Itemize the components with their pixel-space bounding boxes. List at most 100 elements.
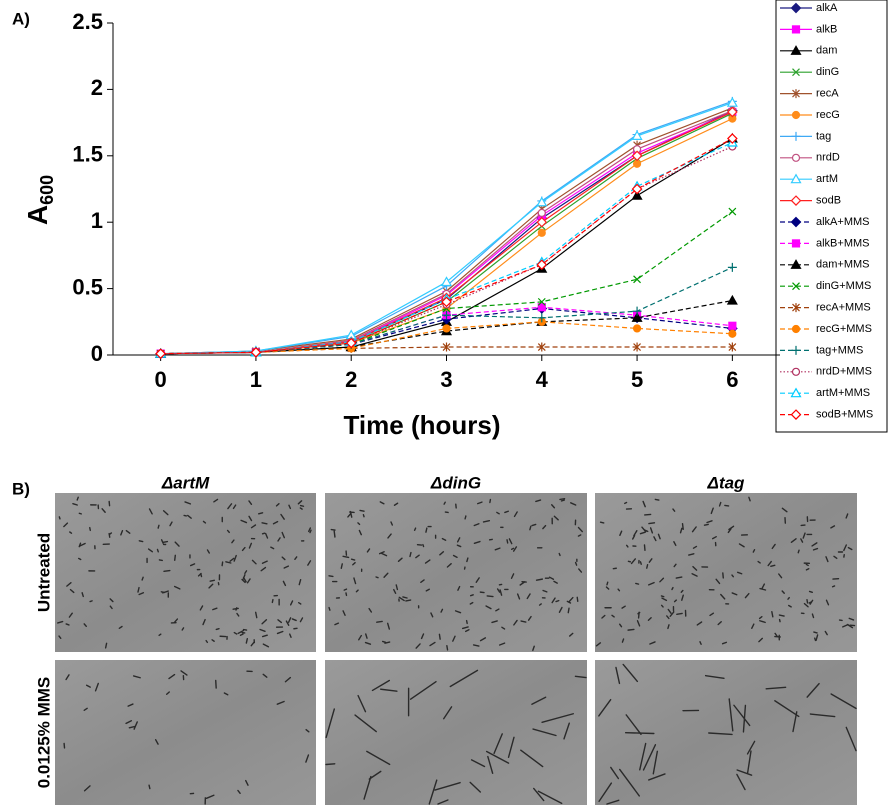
cell — [647, 581, 655, 586]
cell — [165, 691, 170, 695]
cell — [744, 592, 750, 599]
cell — [226, 529, 230, 534]
marker — [728, 321, 737, 330]
marker — [536, 196, 548, 207]
legend-label: nrdD — [816, 152, 840, 164]
cell — [371, 679, 391, 692]
cell — [104, 642, 108, 649]
cell — [299, 617, 304, 623]
cell — [359, 509, 365, 512]
cell — [133, 721, 138, 730]
cell — [288, 504, 292, 510]
cell — [181, 627, 185, 631]
cell — [275, 503, 280, 507]
cell — [342, 555, 350, 559]
cell — [692, 545, 698, 549]
cell — [437, 799, 449, 805]
cell — [393, 588, 397, 594]
cell — [229, 557, 235, 562]
cell — [667, 608, 672, 614]
cell — [809, 713, 836, 718]
cell — [692, 565, 698, 571]
cell — [305, 754, 310, 763]
cell — [424, 559, 431, 564]
cell — [202, 520, 207, 524]
cell — [58, 516, 61, 520]
cell — [354, 714, 377, 733]
cell — [680, 589, 684, 593]
y-tick-label: 2 — [91, 75, 103, 100]
micrograph — [55, 660, 316, 805]
cell — [537, 790, 563, 805]
marker — [728, 207, 737, 216]
cell — [721, 641, 728, 645]
panel-label: B) — [12, 479, 30, 498]
micrograph — [325, 660, 587, 805]
marker — [790, 2, 802, 14]
cell — [108, 532, 111, 538]
cell — [422, 543, 425, 548]
cell — [206, 549, 210, 554]
cell — [409, 551, 412, 558]
cell — [548, 576, 555, 580]
cell — [833, 555, 838, 560]
marker — [727, 133, 738, 144]
cell — [65, 674, 70, 681]
cell — [475, 577, 480, 583]
cell — [464, 629, 470, 633]
cell — [291, 618, 297, 622]
cell — [162, 510, 169, 516]
cell — [425, 588, 430, 592]
cell — [362, 513, 365, 518]
cell — [469, 601, 474, 605]
cell — [759, 587, 767, 591]
cell — [284, 676, 292, 683]
cell — [482, 519, 491, 523]
cell — [349, 510, 353, 518]
panel-label: A) — [12, 9, 30, 28]
cell — [148, 508, 153, 515]
cell — [487, 755, 494, 774]
cell — [805, 563, 809, 567]
cell — [76, 496, 79, 501]
cell — [245, 779, 249, 786]
y-tick-label: 0 — [91, 341, 103, 366]
cell — [233, 554, 237, 562]
cell — [85, 684, 91, 688]
cell — [128, 725, 136, 729]
cell — [197, 572, 202, 577]
cell — [260, 566, 267, 572]
micrograph — [595, 493, 857, 652]
marker — [790, 216, 802, 228]
micrograph — [595, 660, 857, 805]
cell — [802, 532, 806, 539]
cell — [659, 577, 665, 583]
cell — [731, 592, 738, 596]
marker — [792, 303, 800, 313]
legend-label: nrdD+MMS — [816, 366, 872, 378]
cell — [118, 625, 123, 629]
cell — [715, 578, 721, 585]
marker — [790, 173, 802, 184]
cell — [569, 502, 577, 506]
cell — [334, 622, 340, 626]
cell — [646, 564, 649, 569]
cell — [289, 600, 294, 606]
legend-label: artM — [816, 173, 838, 185]
cell — [78, 512, 82, 515]
cell — [538, 603, 542, 606]
marker — [537, 228, 546, 237]
cell — [272, 520, 279, 525]
cell — [211, 639, 215, 642]
marker — [791, 153, 801, 162]
cell — [574, 561, 578, 566]
column-label: ΔdinG — [430, 473, 481, 492]
cell — [512, 546, 518, 552]
cell — [617, 588, 621, 592]
cell — [434, 781, 461, 791]
y-axis-label-subscript: 600 — [37, 175, 57, 205]
cell — [443, 501, 446, 505]
cell — [761, 583, 766, 590]
cell — [711, 535, 717, 540]
marker — [536, 259, 548, 271]
